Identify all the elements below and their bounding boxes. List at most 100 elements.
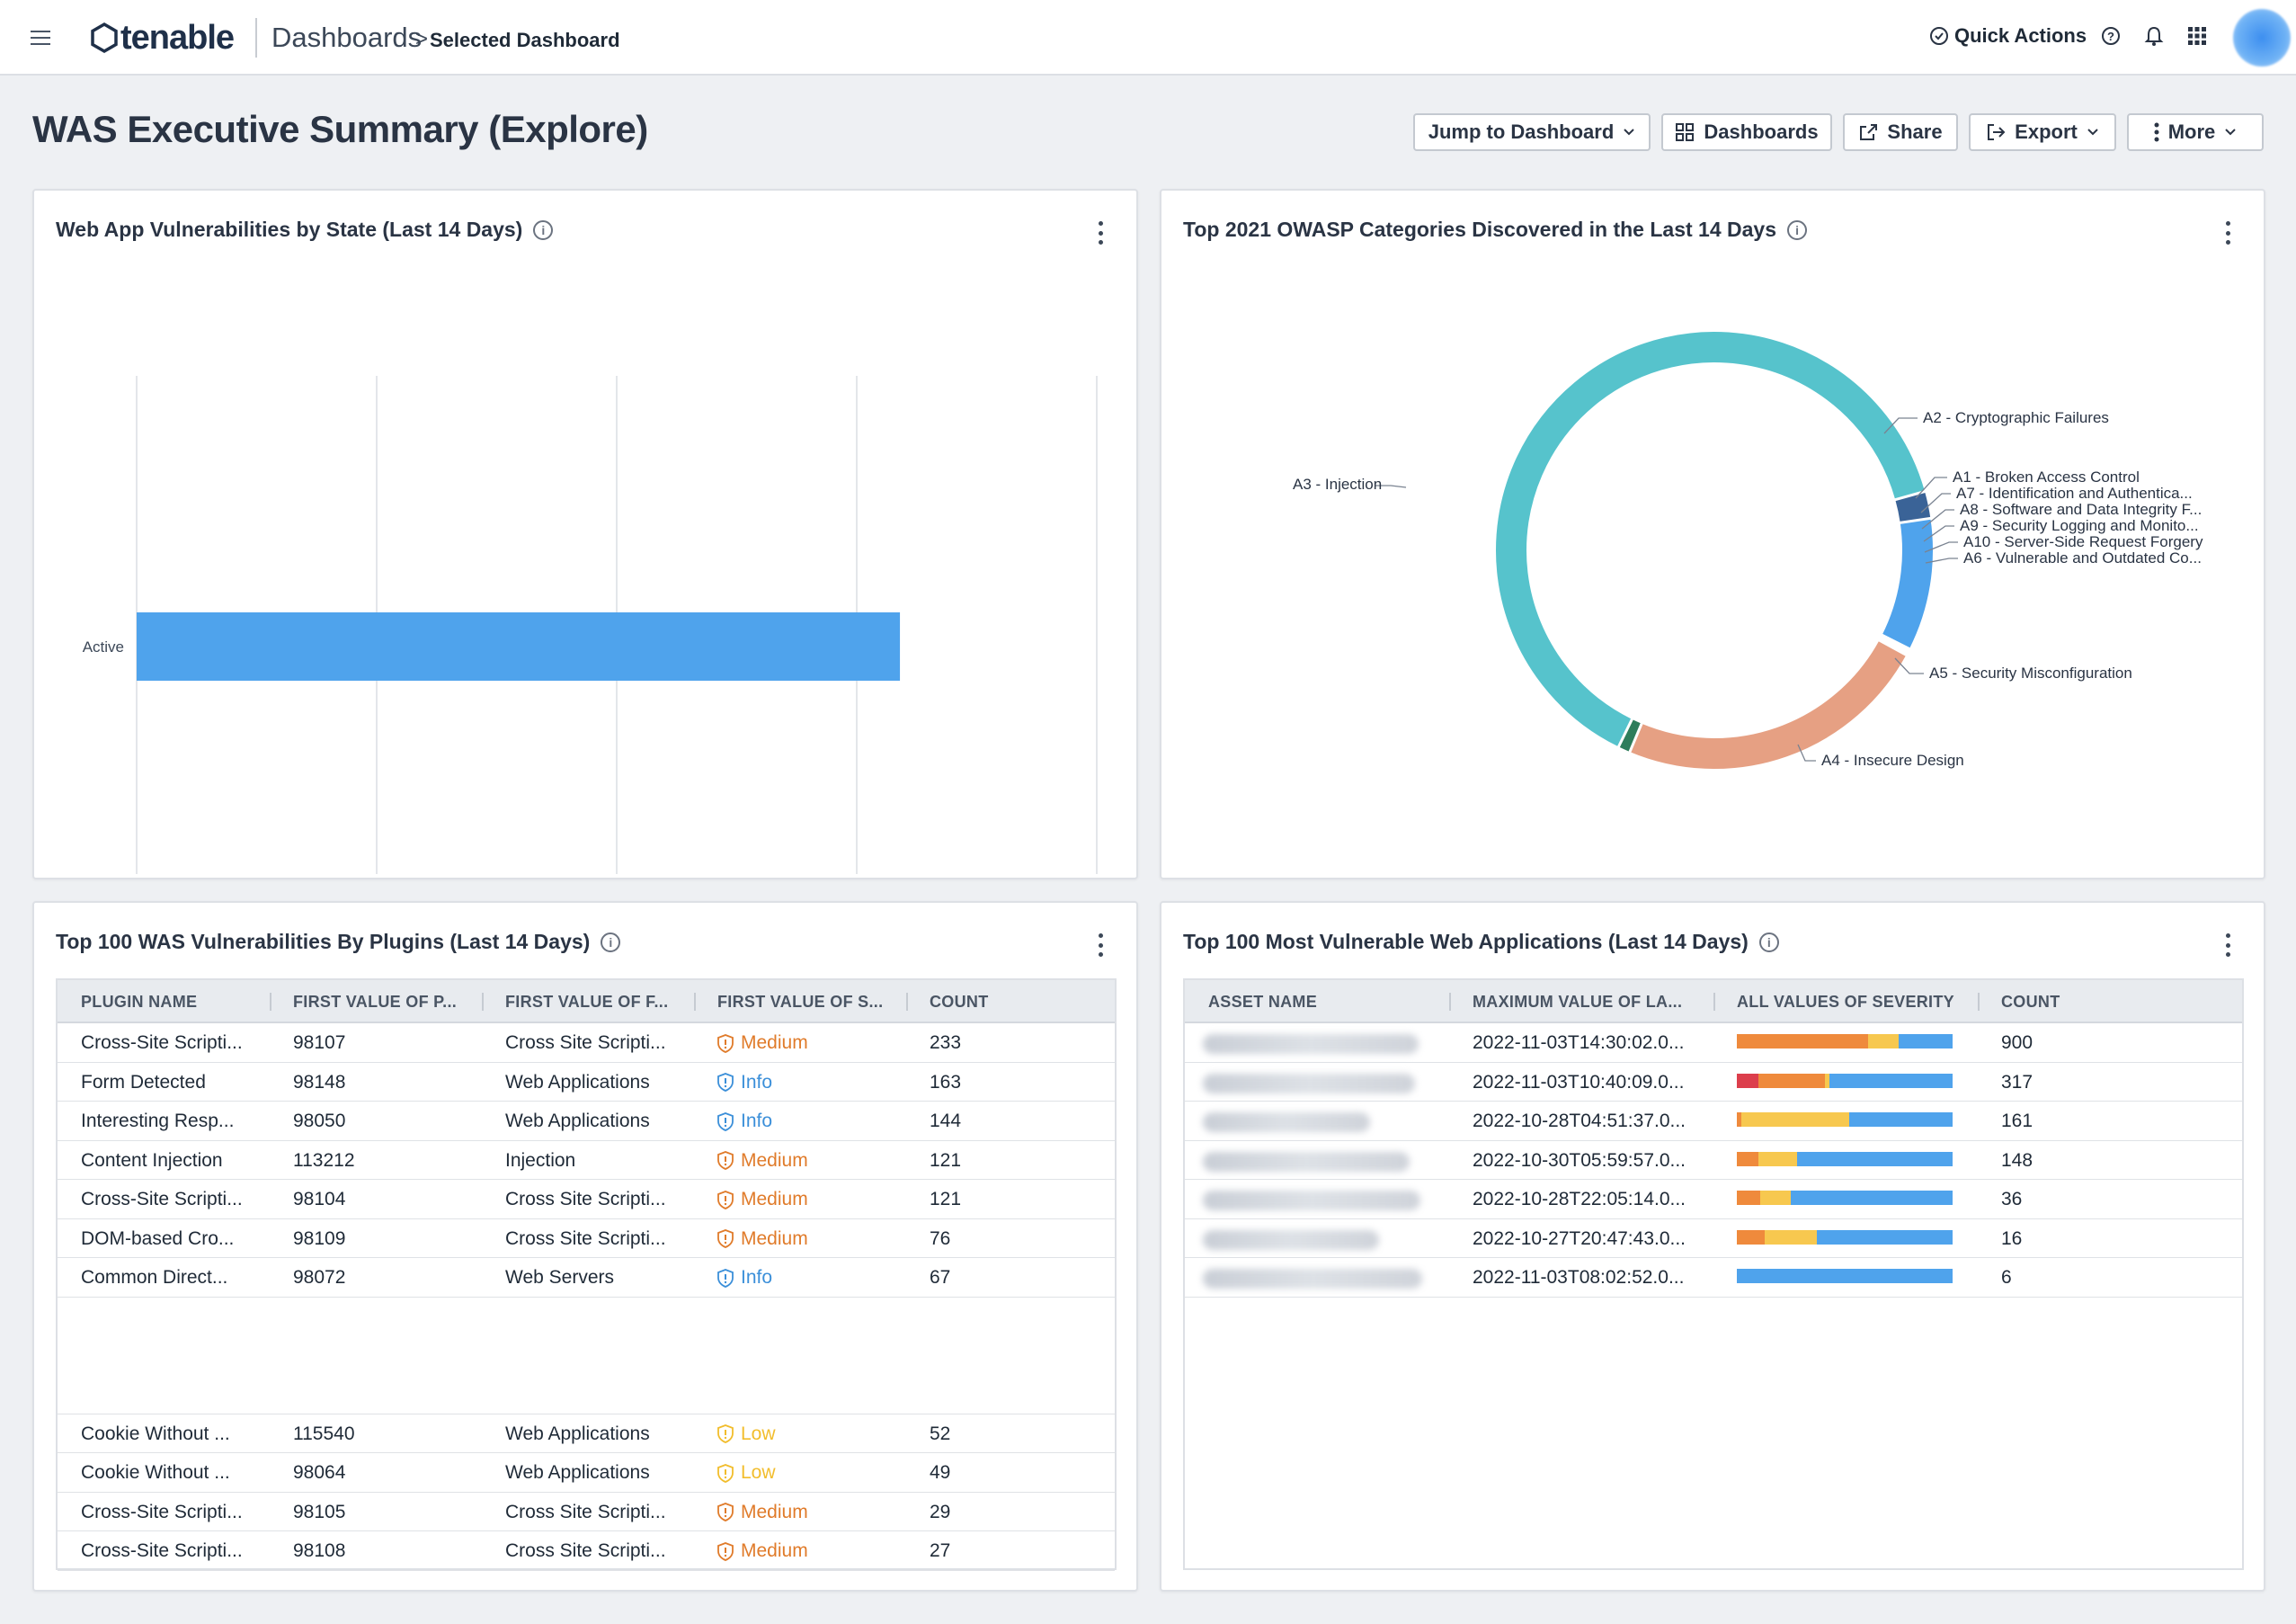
cell-plugin-name: Interesting Resp... [81,1111,235,1131]
cell-count: 49 [930,1462,951,1483]
severity-distribution-bar [1737,1112,1953,1127]
redacted-asset-name [1203,1269,1422,1289]
cell-count: 16 [2001,1227,2023,1249]
slice-label: A2 - Cryptographic Failures [1923,409,2109,426]
severity-distribution-bar [1737,1191,1953,1205]
donut-slice[interactable] [1496,332,1926,747]
table-row[interactable]: 2022-10-27T20:47:43.0... 16 [1185,1219,2242,1258]
info-icon[interactable]: i [1787,219,1808,240]
donut-slice[interactable] [1629,639,1907,769]
svg-text:?: ? [2107,30,2114,43]
table-row[interactable]: 2022-11-03T10:40:09.0... 317 [1185,1063,2242,1102]
card-menu-kebab-icon[interactable] [2226,221,2231,245]
table-row[interactable]: Form Detected 98148 Web Applications Info 16… [58,1063,1115,1102]
user-avatar[interactable] [2233,9,2291,67]
top-vulnerable-webapps-card: Top 100 Most Vulnerable Web Applications… [1160,901,2265,1592]
tenable-logo[interactable]: tenable [88,16,235,59]
breadcrumb-dashboards[interactable]: Dashboards [271,22,423,53]
table-row[interactable]: 2022-11-03T08:02:52.0... 6 [1185,1258,2242,1298]
severity-label: Medium [741,1227,808,1249]
export-label: Export [2015,120,2078,143]
severity-distribution-bar [1737,1073,1953,1088]
cell-count: 317 [2001,1071,2033,1093]
table-row[interactable]: Cookie Without ... 98064 Web Applications L… [58,1453,1115,1493]
column-header-severity[interactable]: ALL VALUES OF SEVERITY [1737,993,1954,1011]
table-row[interactable]: DOM-based Cro... 98109 Cross Site Scripti.… [58,1219,1115,1258]
slice-label: A8 - Software and Data Integrity F... [1960,501,2202,518]
cell-plugin-id: 98107 [293,1032,346,1053]
hamburger-menu-icon[interactable] [31,31,50,45]
more-button[interactable]: More [2127,113,2264,151]
table-row[interactable]: Cross-Site Scripti... 98104 Cross Site Scr… [58,1180,1115,1219]
slice-label: A4 - Insecure Design [1821,752,1964,769]
table-row[interactable]: Cross-Site Scripti... 98105 Cross Site Scr… [58,1493,1115,1531]
column-header-asset-name[interactable]: ASSET NAME [1208,993,1318,1011]
info-icon[interactable]: i [1758,932,1779,952]
table-row[interactable]: Cross-Site Scripti... 98108 Cross Site Scr… [58,1531,1115,1571]
table-row[interactable]: Cross-Site Scripti... 98107 Cross Site Scr… [58,1023,1115,1063]
column-header-count[interactable]: COUNT [930,993,989,1011]
cell-plugin-name: Cookie Without ... [81,1423,230,1444]
quick-actions-label: Quick Actions [1954,24,2087,47]
quick-actions-button[interactable]: Quick Actions [1929,24,2087,48]
app-grid-icon[interactable] [2185,23,2210,49]
plugins-table: PLUGIN NAME FIRST VALUE OF P... FIRST VA… [56,978,1117,1571]
dashboards-button[interactable]: Dashboards [1661,113,1832,151]
column-header-plugin-id[interactable]: FIRST VALUE OF P... [293,993,458,1011]
cell-family: Cross Site Scripti... [505,1032,666,1053]
slice-label: A10 - Server-Side Request Forgery [1963,533,2203,550]
redacted-asset-name [1203,1191,1420,1210]
top-vulns-by-plugins-card: Top 100 WAS Vulnerabilities By Plugins (… [32,901,1138,1592]
table-row[interactable]: Common Direct... 98072 Web Servers Info 67 [58,1258,1115,1298]
table-row[interactable]: Interesting Resp... 98050 Web Applications… [58,1102,1115,1141]
cell-plugin-name: Content Injection [81,1149,223,1171]
column-header-count[interactable]: COUNT [2001,993,2060,1011]
severity-segment-high [1737,1229,1766,1245]
card-menu-kebab-icon[interactable] [2226,933,2231,957]
table-row[interactable]: 2022-10-28T04:51:37.0... 161 [1185,1102,2242,1141]
card-menu-kebab-icon[interactable] [1099,221,1104,245]
cell-family: Cross Site Scripti... [505,1189,666,1209]
cell-plugin-id: 98064 [293,1462,346,1483]
column-header-severity[interactable]: FIRST VALUE OF S... [717,993,884,1011]
table-row[interactable]: 2022-10-30T05:59:57.0... 148 [1185,1141,2242,1180]
table-row[interactable]: Cookie Without ... 115540 Web Applications… [58,1414,1115,1453]
cell-severity: Medium [717,1540,808,1562]
column-header-family[interactable]: FIRST VALUE OF F... [505,993,669,1011]
donut-slice[interactable] [1618,718,1642,753]
severity-shield-icon [717,1151,734,1170]
cell-severity: Medium [717,1189,808,1210]
column-header-plugin-name[interactable]: PLUGIN NAME [81,993,198,1011]
severity-segment-high [1737,1191,1761,1205]
cell-plugin-id: 98105 [293,1501,346,1522]
severity-segment-medium [1760,1191,1791,1205]
table-row[interactable]: 2022-10-28T22:05:14.0... 36 [1185,1180,2242,1219]
column-header-last-seen[interactable]: MAXIMUM VALUE OF LA... [1473,993,1683,1011]
donut-slice[interactable] [1882,518,1933,649]
share-button[interactable]: Share [1843,113,1958,151]
donut-slice[interactable] [1895,491,1931,523]
slice-separator [1616,717,1634,749]
severity-label: Medium [741,1032,808,1053]
cell-count: 6 [2001,1267,2012,1288]
export-button[interactable]: Export [1969,113,2116,151]
severity-label: Low [741,1462,776,1483]
cell-family: Web Applications [505,1423,650,1444]
severity-shield-icon [717,1503,734,1521]
info-icon[interactable]: i [601,932,621,952]
table-row[interactable]: 2022-11-03T14:30:02.0... 900 [1185,1023,2242,1063]
table-row[interactable]: Content Injection 113212 Injection Medium 12… [58,1141,1115,1180]
severity-shield-icon [717,1111,734,1131]
card-menu-kebab-icon[interactable] [1099,933,1104,957]
redacted-asset-name [1203,1034,1419,1054]
cell-count: 29 [930,1501,951,1522]
bar-active[interactable] [137,612,901,681]
redacted-asset-name [1203,1229,1379,1250]
redacted-asset-name [1203,1112,1370,1132]
severity-distribution-bar [1737,1269,1953,1283]
help-icon[interactable]: ? [2098,23,2123,49]
info-icon[interactable]: i [533,219,554,240]
jump-to-dashboard-button[interactable]: Jump to Dashboard [1413,113,1651,151]
dashboards-grid-icon [1676,123,1695,141]
notifications-bell-icon[interactable] [2141,23,2167,49]
